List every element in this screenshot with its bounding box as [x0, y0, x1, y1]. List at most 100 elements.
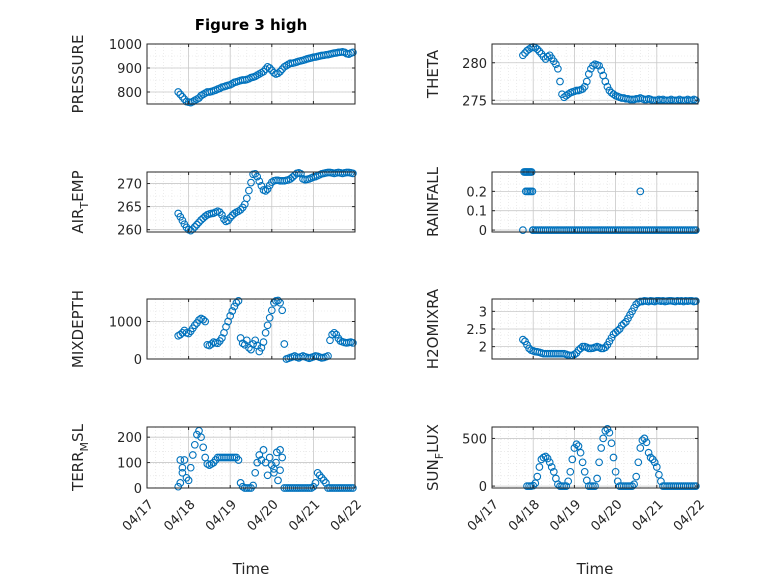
data-point — [552, 60, 560, 69]
data-point — [599, 434, 608, 443]
data-point — [556, 77, 564, 86]
y-axis-label-suffix: EMP — [69, 170, 87, 201]
data-point — [597, 444, 606, 452]
y-axis-label-subscript: T — [78, 202, 91, 210]
y-axis-label-main: H2OMIXRA — [424, 288, 442, 369]
data-point — [263, 321, 272, 330]
y-tick-label: 1000 — [109, 38, 142, 53]
data-point — [591, 482, 599, 490]
data-point — [251, 336, 260, 345]
data-point — [207, 460, 216, 468]
data-point — [603, 82, 612, 91]
data-point — [228, 307, 237, 315]
data-point — [199, 443, 208, 452]
data-point — [580, 82, 589, 91]
data-point — [525, 482, 533, 490]
data-point — [255, 177, 264, 186]
data-point — [332, 330, 341, 339]
data-point — [255, 347, 264, 356]
data-point — [535, 47, 544, 56]
data-point — [576, 448, 585, 457]
y-axis-label-main: PRESSURE — [69, 35, 87, 114]
y-tick-label: 900 — [117, 62, 142, 77]
data-point — [280, 340, 289, 348]
data-point — [267, 306, 276, 315]
data-point — [626, 482, 634, 490]
data-point — [655, 470, 663, 479]
y-tick-label: 275 — [462, 94, 487, 109]
data-point — [226, 312, 235, 320]
data-point — [259, 446, 268, 454]
data-point — [528, 187, 537, 196]
data-point — [597, 344, 606, 353]
data-point — [328, 330, 336, 339]
data-point — [589, 482, 597, 490]
data-point — [222, 322, 230, 331]
y-tick-label: 270 — [117, 178, 142, 193]
data-point — [261, 328, 270, 337]
y-axis-label-main: THETA — [424, 49, 442, 99]
y-axis-label-main: MIXDEPTH — [69, 290, 87, 368]
data-point — [519, 335, 527, 344]
data-point — [276, 446, 284, 454]
y-tick-label: 2.5 — [466, 323, 487, 338]
data-point — [632, 472, 641, 481]
data-point — [566, 467, 575, 476]
data-point — [646, 453, 655, 462]
data-point — [525, 344, 533, 353]
y-tick-label: 0 — [134, 353, 142, 368]
data-point — [349, 48, 357, 57]
data-point — [634, 458, 643, 467]
data-point — [650, 458, 659, 467]
data-point — [274, 476, 282, 485]
data-point — [543, 454, 552, 463]
data-point — [315, 471, 324, 480]
plot-area — [492, 427, 698, 488]
data-point — [270, 468, 278, 477]
plot-area — [492, 44, 698, 104]
data-point — [638, 436, 647, 445]
data-point — [628, 482, 636, 490]
data-point — [274, 296, 282, 305]
data-point — [313, 468, 322, 477]
y-tick-label: 800 — [117, 86, 142, 101]
data-point — [545, 458, 554, 467]
y-tick-label: 260 — [117, 224, 142, 239]
data-point — [584, 70, 593, 78]
data-point — [349, 339, 357, 347]
x-axis-label: Time — [576, 560, 614, 578]
data-point — [178, 216, 187, 225]
data-point — [611, 467, 620, 476]
data-point — [319, 476, 328, 485]
data-point — [211, 456, 220, 464]
data-point — [578, 85, 587, 93]
data-point — [190, 223, 199, 231]
data-point — [190, 321, 199, 330]
y-tick-label: 3 — [479, 305, 487, 320]
x-axis-label: Time — [232, 560, 270, 578]
y-axis-label-subscript: F — [433, 453, 446, 459]
data-point — [232, 453, 241, 462]
data-point — [259, 338, 268, 346]
y-axis-label: AIRTEMP — [69, 170, 91, 233]
data-point — [263, 185, 272, 193]
data-point — [247, 178, 255, 187]
y-axis-label-main: RAINFALL — [424, 166, 442, 237]
data-point — [249, 481, 257, 490]
data-point — [251, 468, 260, 477]
data-point — [593, 474, 601, 483]
data-point — [259, 67, 268, 76]
data-point — [607, 439, 616, 448]
y-tick-label: 0 — [479, 480, 487, 495]
data-point — [311, 479, 320, 487]
data-point — [533, 472, 542, 481]
data-point — [619, 319, 628, 328]
y-tick-label: 200 — [117, 431, 142, 446]
data-point — [692, 482, 700, 490]
data-point — [609, 453, 618, 462]
subplot-4: 0 0.1 0.2 RAINFALL — [424, 166, 700, 239]
data-point — [570, 444, 579, 452]
axes-box — [146, 426, 356, 489]
